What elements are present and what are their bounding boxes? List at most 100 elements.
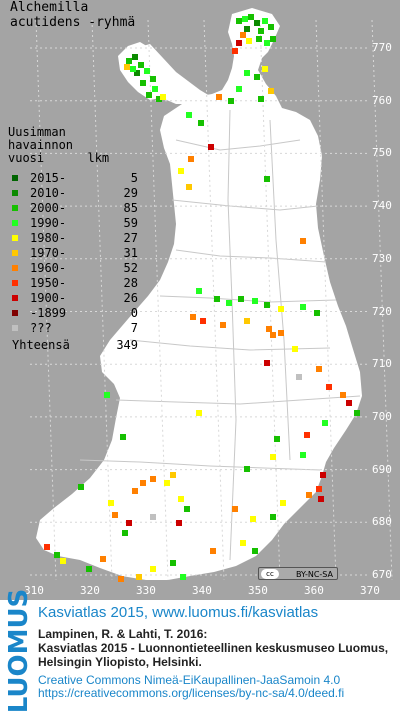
- occurrence-square: [176, 520, 182, 526]
- occurrence-square: [226, 300, 232, 306]
- occurrence-square: [118, 576, 124, 582]
- citation-title: Kasviatlas 2015 - Luonnontieteellinen ke…: [38, 641, 389, 655]
- occurrence-square: [314, 310, 320, 316]
- luomus-logo: LUOMUS: [4, 589, 34, 713]
- y-axis-tick-label: 730: [372, 251, 392, 265]
- occurrence-square: [244, 318, 250, 324]
- license-url[interactable]: https://creativecommons.org/licenses/by-…: [38, 686, 345, 700]
- x-axis-tick-label: 310: [24, 584, 44, 597]
- occurrence-square: [240, 540, 246, 546]
- occurrence-square: [44, 544, 50, 550]
- occurrence-square: [244, 26, 250, 32]
- legend-swatch: [12, 220, 18, 226]
- legend-row: 2010- 29: [8, 187, 138, 200]
- occurrence-square: [300, 238, 306, 244]
- legend-count: 5: [130, 171, 138, 185]
- occurrence-square: [130, 66, 136, 72]
- occurrence-square: [346, 400, 352, 406]
- grid-line-vertical: [147, 19, 169, 581]
- occurrence-square: [278, 330, 284, 336]
- occurrence-square: [316, 486, 322, 492]
- x-axis-tick-label: 340: [192, 584, 212, 597]
- occurrence-square: [150, 76, 156, 82]
- occurrence-square: [320, 472, 326, 478]
- legend-swatch: [12, 175, 18, 181]
- occurrence-square: [254, 74, 260, 80]
- y-axis-tick-label: 740: [372, 199, 392, 213]
- occurrence-square: [126, 520, 132, 526]
- occurrence-square: [254, 20, 260, 26]
- map-panel: Alchemilla acutidens -ryhmä Uusimman hav…: [0, 0, 400, 600]
- occurrence-square: [354, 410, 360, 416]
- legend-label: 1970-: [30, 246, 67, 260]
- citation-publisher: Helsingin Yliopisto, Helsinki.: [38, 655, 202, 669]
- occurrence-square: [256, 36, 262, 42]
- legend-swatch: [12, 205, 18, 211]
- y-axis-tick-label: 760: [372, 93, 392, 107]
- occurrence-square: [126, 58, 132, 64]
- occurrence-square: [198, 120, 204, 126]
- occurrence-square: [170, 560, 176, 566]
- occurrence-square: [304, 432, 310, 438]
- legend-count: 7: [130, 321, 138, 335]
- occurrence-square: [150, 514, 156, 520]
- x-axis-tick-label: 360: [304, 584, 324, 597]
- legend-count: 59: [123, 216, 138, 230]
- footer: LUOMUS Kasviatlas 2015, www.luomus.fi/ka…: [0, 589, 400, 713]
- occurrence-square: [244, 70, 250, 76]
- occurrence-square: [240, 32, 246, 38]
- legend-heading: Uusimman havainnon vuosi lkm: [8, 125, 110, 165]
- legend-count: 0: [130, 306, 138, 320]
- kasviatlas-link[interactable]: Kasviatlas 2015, www.luomus.fi/kasviatla…: [38, 604, 319, 621]
- x-axis-tick-label: 330: [136, 584, 156, 597]
- occurrence-square: [264, 40, 270, 46]
- occurrence-square: [258, 96, 264, 102]
- occurrence-square: [264, 176, 270, 182]
- occurrence-square: [140, 80, 146, 86]
- map-title-genus: Alchemilla: [10, 0, 89, 15]
- legend-label: -1899: [30, 306, 67, 320]
- occurrence-square: [170, 472, 176, 478]
- occurrence-square: [216, 94, 222, 100]
- occurrence-square: [146, 92, 152, 98]
- occurrence-square: [86, 566, 92, 572]
- y-axis-tick-label: 700: [372, 409, 392, 423]
- occurrence-square: [208, 144, 214, 150]
- occurrence-square: [258, 28, 264, 34]
- occurrence-square: [186, 112, 192, 118]
- occurrence-square: [322, 420, 328, 426]
- y-axis-tick-label: 720: [372, 304, 392, 318]
- occurrence-square: [178, 168, 184, 174]
- legend-row: -1899 0: [8, 307, 138, 320]
- occurrence-square: [266, 326, 272, 332]
- x-axis-tick-label: 350: [248, 584, 268, 597]
- y-axis-tick-label: 750: [372, 146, 392, 160]
- occurrence-square: [246, 38, 252, 44]
- occurrence-square: [252, 298, 258, 304]
- legend-swatch: [12, 190, 18, 196]
- x-axis-tick-label: 320: [80, 584, 100, 597]
- occurrence-square: [270, 36, 276, 42]
- grid-line-vertical: [35, 19, 57, 581]
- occurrence-square: [300, 304, 306, 310]
- occurrence-square: [270, 454, 276, 460]
- legend-swatch: [12, 250, 18, 256]
- legend-row: 1960- 52: [8, 262, 138, 275]
- occurrence-square: [268, 88, 274, 94]
- finland-map: [30, 8, 393, 582]
- occurrence-square: [296, 374, 302, 380]
- legend-count: 85: [123, 201, 138, 215]
- occurrence-square: [60, 558, 66, 564]
- occurrence-square: [270, 514, 276, 520]
- occurrence-square: [144, 68, 150, 74]
- legend-count: 28: [123, 276, 138, 290]
- occurrence-square: [214, 296, 220, 302]
- y-axis-tick-label: 770: [372, 41, 392, 54]
- occurrence-square: [248, 14, 254, 20]
- occurrence-square: [278, 306, 284, 312]
- occurrence-square: [268, 24, 274, 30]
- occurrence-square: [122, 530, 128, 536]
- finland-arm: [128, 44, 210, 104]
- map-title-group: acutidens -ryhmä: [10, 15, 136, 30]
- occurrence-square: [136, 574, 142, 580]
